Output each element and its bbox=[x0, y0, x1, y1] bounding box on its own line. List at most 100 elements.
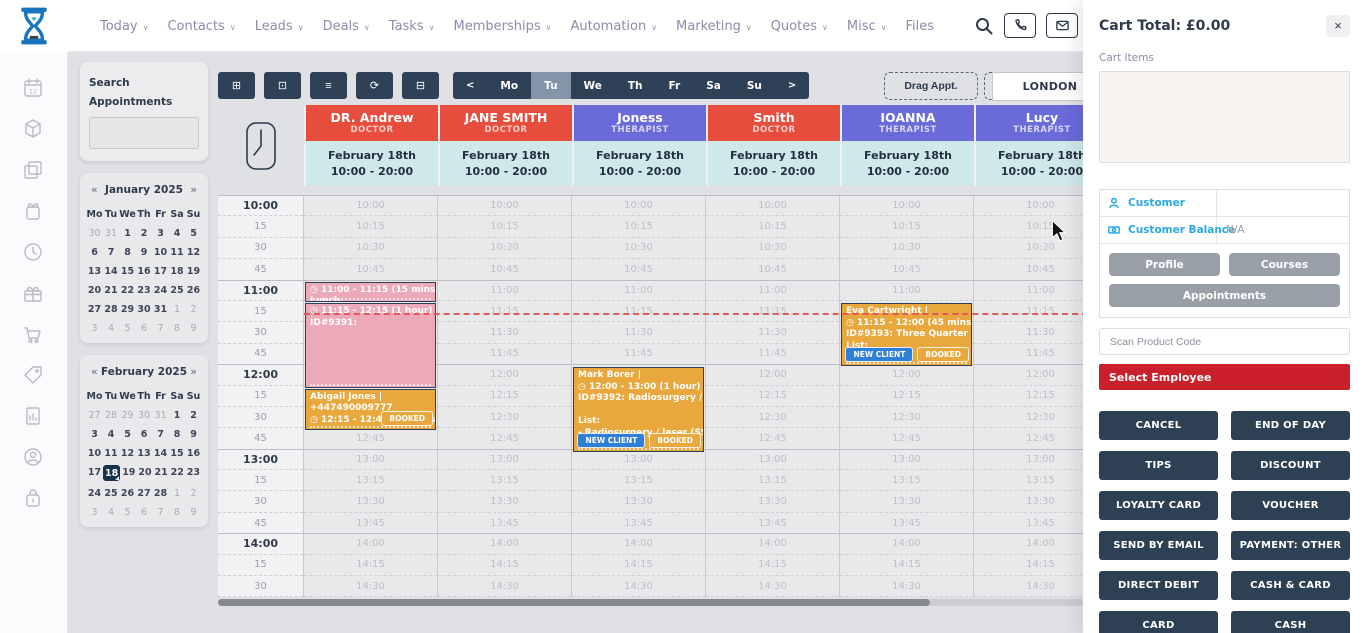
time-slot-cell[interactable]: 13:00 bbox=[840, 448, 973, 471]
staff-name-block[interactable]: Joness THERAPIST bbox=[574, 105, 706, 141]
cart-icon[interactable] bbox=[21, 322, 47, 348]
time-slot-cell[interactable]: 12:45 bbox=[840, 428, 973, 450]
package-icon[interactable] bbox=[21, 117, 47, 143]
time-slot-cell[interactable]: 13:15 bbox=[304, 470, 437, 492]
calendar-day[interactable]: 28 bbox=[104, 409, 118, 421]
profile-button[interactable]: Profile bbox=[1109, 253, 1220, 276]
calendar-day[interactable]: 3 bbox=[91, 428, 98, 440]
calendar-day[interactable]: 30 bbox=[137, 303, 151, 315]
calendar-day[interactable]: 11 bbox=[104, 447, 118, 459]
time-slot-cell[interactable]: 14:30 bbox=[706, 576, 839, 598]
calendar-day[interactable]: 22 bbox=[120, 284, 135, 296]
time-slot-cell[interactable]: 13:00 bbox=[304, 448, 437, 471]
time-slot-cell[interactable]: 11:45 bbox=[572, 344, 705, 366]
nav-item-deals[interactable]: Deals ∨ bbox=[322, 18, 370, 34]
calendar-day[interactable]: 6 bbox=[91, 246, 98, 258]
time-slot-cell[interactable]: 13:15 bbox=[840, 470, 973, 492]
calendar-day[interactable]: 25 bbox=[104, 487, 118, 499]
time-slot-cell[interactable]: 14:00 bbox=[572, 533, 705, 555]
calendar-day[interactable]: 24 bbox=[87, 487, 102, 499]
time-slot-cell[interactable]: 11:30 bbox=[706, 322, 839, 344]
calendar-day[interactable]: 27 bbox=[137, 487, 151, 499]
calendar-day[interactable]: 13 bbox=[137, 447, 151, 459]
calendar-day[interactable]: 29 bbox=[121, 409, 134, 421]
calendar-day[interactable]: 6 bbox=[140, 428, 148, 440]
calendar-day[interactable]: 13 bbox=[87, 265, 102, 277]
calendar-day[interactable]: 25 bbox=[170, 284, 184, 296]
courses-button[interactable]: Courses bbox=[1229, 253, 1340, 276]
search-icon[interactable] bbox=[974, 16, 994, 36]
calendar-day[interactable]: 28 bbox=[153, 487, 168, 499]
calendar-day[interactable]: 20 bbox=[87, 284, 102, 296]
calendar-day[interactable]: 19 bbox=[122, 466, 136, 478]
calendar-day[interactable]: 30 bbox=[88, 227, 101, 239]
time-slot-cell[interactable]: 11:30 bbox=[438, 322, 571, 344]
time-slot-cell[interactable]: 14:00 bbox=[438, 533, 571, 555]
time-slot-cell[interactable]: 11:30 bbox=[974, 322, 1107, 344]
calendar-day[interactable]: 8 bbox=[173, 506, 181, 518]
weekday-button-tu[interactable]: Tu bbox=[531, 72, 571, 99]
calendar-day[interactable]: 2 bbox=[190, 487, 197, 499]
time-slot-cell[interactable]: 11:00 bbox=[572, 279, 705, 301]
time-slot-cell[interactable]: 14:30 bbox=[840, 576, 973, 598]
calendar-day[interactable]: 4 bbox=[173, 227, 181, 239]
weekday-button-th[interactable]: Th bbox=[627, 79, 643, 92]
calendar-day[interactable]: 7 bbox=[157, 428, 164, 440]
time-slot-cell[interactable]: 14:15 bbox=[974, 555, 1107, 577]
appointment-block[interactable]: Mark Borer | ◷ 12:00 - 13:00 (1 hour) ID#9… bbox=[573, 367, 704, 452]
calendar-day[interactable]: 9 bbox=[190, 428, 197, 440]
search-appointments-input[interactable] bbox=[89, 117, 199, 149]
calendar-day[interactable]: 23 bbox=[137, 284, 151, 296]
calendar-day[interactable]: 31 bbox=[153, 303, 168, 315]
calendar-day[interactable]: 19 bbox=[186, 265, 201, 277]
appointment-block[interactable]: ◷ 11:15 - 12:15 (1 hour) ID#9391: bbox=[305, 303, 436, 388]
weekday-button-mo[interactable]: Mo bbox=[500, 79, 519, 92]
nav-item-files[interactable]: Files bbox=[905, 18, 934, 34]
calendar-day[interactable]: 14 bbox=[104, 265, 118, 277]
time-slot-cell[interactable]: 14:30 bbox=[438, 576, 571, 598]
appointment-block[interactable]: Abigail Jones | +447490009777 ◷ 12:15 - 12… bbox=[305, 388, 436, 431]
time-slot-cell[interactable]: 11:45 bbox=[438, 344, 571, 366]
calendar-day[interactable]: 23 bbox=[186, 466, 201, 478]
time-slot-cell[interactable]: 12:45 bbox=[438, 428, 571, 450]
calendar-day[interactable]: 4 bbox=[107, 428, 115, 440]
time-slot-cell[interactable]: 14:15 bbox=[438, 555, 571, 577]
calendar-day[interactable]: 8 bbox=[124, 246, 131, 258]
calendar-view-button[interactable]: ⊡ bbox=[264, 72, 301, 99]
nav-item-marketing[interactable]: Marketing ∨ bbox=[676, 18, 752, 34]
calendar-day[interactable]: 11 bbox=[170, 246, 184, 258]
calendar-day[interactable]: 12 bbox=[120, 447, 135, 459]
time-slot-cell[interactable]: 14:30 bbox=[572, 576, 705, 598]
customer-balance-link[interactable]: Customer Balance bbox=[1128, 224, 1236, 236]
appointments-button[interactable]: Appointments bbox=[1109, 284, 1340, 307]
mail-button[interactable] bbox=[1046, 13, 1078, 38]
calendar-day[interactable]: 6 bbox=[140, 506, 148, 518]
calendar-day[interactable]: 12 bbox=[186, 246, 201, 258]
calendar-day[interactable]: 21 bbox=[154, 466, 168, 478]
time-slot-cell[interactable]: 12:15 bbox=[706, 386, 839, 407]
calendar-day[interactable]: 21 bbox=[104, 284, 118, 296]
time-slot-cell[interactable]: 13:30 bbox=[706, 491, 839, 513]
time-slot-cell[interactable]: 14:00 bbox=[304, 533, 437, 555]
calendar-day[interactable]: 18 bbox=[103, 465, 121, 481]
time-slot-cell[interactable]: 11:15 bbox=[974, 301, 1107, 323]
time-slot-cell[interactable]: 10:45 bbox=[438, 259, 571, 281]
time-slot-cell[interactable]: 12:00 bbox=[974, 364, 1107, 386]
time-slot-cell[interactable]: 10:30 bbox=[438, 238, 571, 260]
calendar-day[interactable]: 17 bbox=[153, 265, 168, 277]
time-slot-cell[interactable]: 11:30 bbox=[572, 322, 705, 344]
time-slot-cell[interactable]: 13:00 bbox=[974, 448, 1107, 471]
calendar-day[interactable]: 27 bbox=[88, 409, 101, 421]
time-slot-cell[interactable]: 13:15 bbox=[706, 470, 839, 492]
calendar-day[interactable]: 10 bbox=[153, 246, 168, 258]
calendar-day[interactable]: 31 bbox=[104, 227, 118, 239]
time-slot-cell[interactable]: 10:30 bbox=[304, 238, 437, 260]
time-slot-cell[interactable]: 13:00 bbox=[706, 448, 839, 471]
cart-action-loyalty-card[interactable]: LOYALTY CARD bbox=[1099, 491, 1218, 520]
prev-month-button[interactable]: « bbox=[91, 183, 98, 196]
time-slot-cell[interactable]: 11:00 bbox=[706, 279, 839, 301]
time-slot-cell[interactable]: 12:30 bbox=[438, 407, 571, 429]
calendar-day[interactable]: 1 bbox=[173, 303, 181, 315]
time-slot-cell[interactable]: 11:00 bbox=[438, 279, 571, 301]
time-slot-cell[interactable]: 13:15 bbox=[438, 470, 571, 492]
